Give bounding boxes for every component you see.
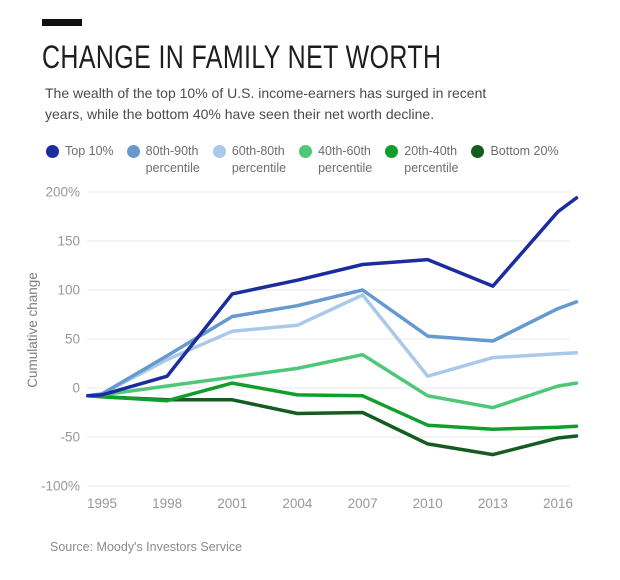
subtitle-line-1: The wealth of the top 10% of U.S. income… — [45, 85, 487, 101]
subtitle: The wealth of the top 10% of U.S. income… — [45, 83, 486, 125]
legend-item: 40th-60th percentile — [299, 143, 372, 177]
y-tick-label: 0 — [72, 381, 80, 396]
legend-label: 60th-80th percentile — [231, 144, 287, 175]
source-note: Source: Moody's Investors Service — [50, 540, 243, 554]
legend-dot — [212, 145, 226, 158]
brand-bar — [42, 19, 82, 26]
subtitle-line-2: years, while the bottom 40% have seen th… — [45, 106, 435, 122]
y-tick-label: 50 — [65, 332, 80, 347]
line-20th-40th-percentile — [86, 381, 579, 431]
legend-item: Bottom 20% — [471, 143, 559, 177]
legend-label: Bottom 20% — [490, 144, 559, 158]
legend-item: 80th-90th percentile — [126, 143, 200, 177]
legend-dot — [46, 145, 59, 158]
page-title: CHANGE IN FAMILY NET WORTH — [42, 39, 442, 75]
legend: Top 10% 80th-90th percentile 60th-80th perce… — [46, 143, 559, 177]
x-tick-label: 2004 — [282, 496, 313, 511]
x-tick-label: 2001 — [217, 496, 247, 511]
legend-item: 20th-40th percentile — [385, 143, 458, 177]
legend-label: Top 10% — [65, 144, 114, 158]
legend-dot — [126, 145, 140, 158]
legend-dot — [471, 145, 485, 158]
legend-label: 80th-90th percentile — [145, 144, 200, 175]
y-tick-label: -50 — [60, 430, 80, 445]
legend-dot — [299, 145, 313, 158]
x-tick-label: 2010 — [413, 496, 443, 511]
y-axis-title: Cumulative change — [25, 272, 40, 388]
line-80th-90th-percentile — [86, 288, 579, 398]
legend-label: 40th-60th percentile — [318, 144, 373, 175]
y-tick-label: 200% — [45, 185, 80, 200]
x-tick-label: 2013 — [478, 496, 508, 511]
y-tick-label: 150 — [57, 234, 80, 249]
legend-item: Top 10% — [46, 143, 114, 177]
y-tick-label: -100% — [41, 479, 80, 494]
line-60th-80th-percentile — [86, 293, 579, 398]
x-tick-label: 2007 — [348, 496, 378, 511]
legend-label: 20th-40th percentile — [404, 144, 459, 175]
legend-item: 60th-80th percentile — [212, 143, 287, 177]
x-tick-label: 1995 — [87, 496, 117, 511]
legend-dot — [385, 145, 399, 158]
x-tick-label: 1998 — [152, 496, 182, 511]
line-top-10- — [86, 196, 579, 398]
y-tick-label: 100 — [57, 283, 80, 298]
line-40th-60th-percentile — [86, 352, 579, 410]
x-tick-label: 2016 — [543, 496, 573, 511]
